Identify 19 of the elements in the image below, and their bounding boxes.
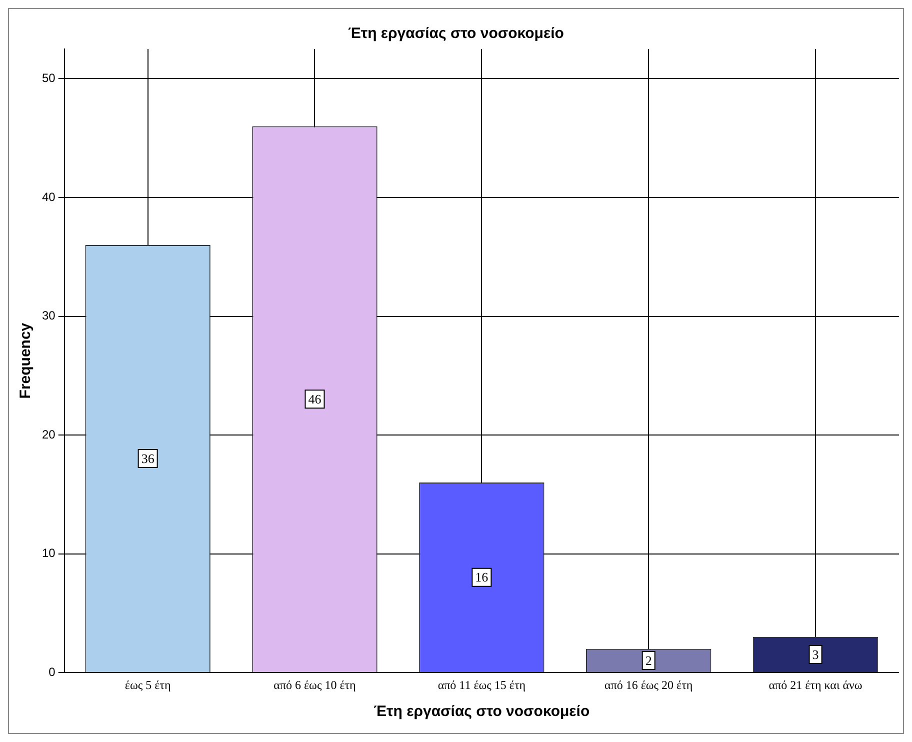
x-tick-label: από 21 έτη και άνω bbox=[768, 678, 862, 692]
data-label: 3 bbox=[812, 646, 819, 662]
x-tick-label: από 6 έως 10 έτη bbox=[274, 678, 356, 692]
y-tick-label: 50 bbox=[42, 71, 56, 86]
x-tick-label: από 16 έως 20 έτη bbox=[604, 678, 693, 692]
data-label: 2 bbox=[645, 652, 652, 668]
y-tick-label: 30 bbox=[42, 308, 56, 323]
y-tick-label: 0 bbox=[48, 664, 56, 679]
chart-title: Έτη εργασίας στο νοσοκομείο bbox=[348, 25, 564, 42]
x-tick-label: από 11 έως 15 έτη bbox=[438, 678, 526, 692]
x-tick-label: έως 5 έτη bbox=[124, 678, 171, 692]
y-axis-title: Frequency bbox=[17, 322, 34, 399]
data-label: 46 bbox=[308, 392, 322, 407]
x-axis-title: Έτη εργασίας στο νοσοκομείο bbox=[374, 703, 590, 720]
y-tick-label: 40 bbox=[42, 190, 56, 204]
y-tick-label: 20 bbox=[42, 427, 56, 442]
y-tick-label: 10 bbox=[42, 546, 56, 560]
data-label: 16 bbox=[475, 570, 489, 585]
data-label: 36 bbox=[141, 450, 155, 466]
